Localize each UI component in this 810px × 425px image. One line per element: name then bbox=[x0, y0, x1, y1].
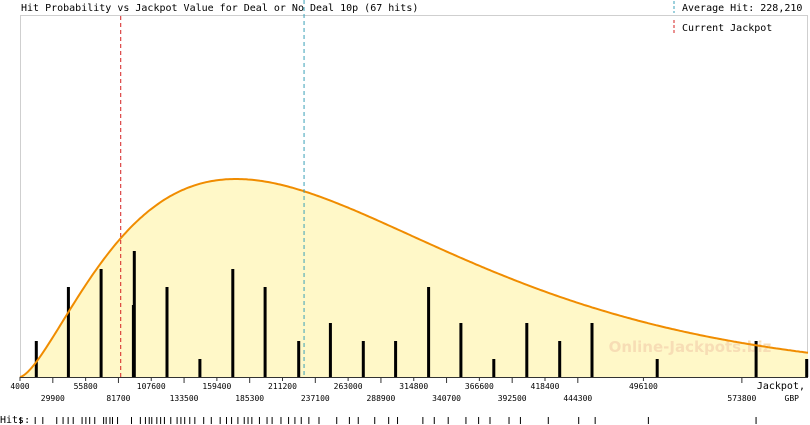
hits-rug bbox=[20, 417, 757, 424]
x-tick-label-upper-2: 107600 bbox=[137, 382, 166, 391]
x-tick-label-lower-4: 237100 bbox=[301, 394, 330, 403]
hit-bar-4 bbox=[132, 251, 136, 377]
hits-label: Hits: bbox=[0, 415, 30, 425]
hit-bar-21 bbox=[805, 359, 809, 377]
hit-bar-10 bbox=[328, 323, 332, 377]
hit-bar-18 bbox=[590, 323, 594, 377]
hit-bar-15 bbox=[492, 359, 496, 377]
watermark: Online-Jackpots.biz bbox=[609, 338, 772, 356]
hit-bar-6 bbox=[198, 359, 202, 377]
x-tick-label-lower-7: 392500 bbox=[498, 394, 527, 403]
x-tick-label-lower-0: 29900 bbox=[41, 394, 65, 403]
x-tick-label-lower-5: 288900 bbox=[366, 394, 395, 403]
hit-bar-13 bbox=[427, 287, 431, 377]
hit-bar-20 bbox=[754, 341, 758, 377]
x-tick-label-lower-1: 81700 bbox=[106, 394, 130, 403]
hit-bar-11 bbox=[361, 341, 365, 377]
chart-title: Hit Probability vs Jackpot Value for Dea… bbox=[21, 3, 418, 14]
legend-current-label: Current Jackpot bbox=[682, 23, 772, 34]
x-tick-label-upper-1: 55800 bbox=[74, 382, 98, 391]
x-tick-label-upper-5: 263000 bbox=[334, 382, 363, 391]
x-tick-label-lower-3: 185300 bbox=[235, 394, 264, 403]
x-ticks: 4000 55800 107600 159400 211200 263000 314800 3… bbox=[10, 377, 756, 403]
probability-curve-fill bbox=[20, 179, 808, 377]
hit-bar-12 bbox=[394, 341, 398, 377]
hit-bar-8 bbox=[263, 287, 267, 377]
hit-bar-2 bbox=[99, 269, 103, 377]
hit-bar-19 bbox=[655, 359, 659, 377]
x-tick-label-lower-6: 340700 bbox=[432, 394, 461, 403]
x-tick-label-upper-4: 211200 bbox=[268, 382, 297, 391]
x-tick-label-upper-3: 159400 bbox=[202, 382, 231, 391]
hit-bar-17 bbox=[558, 341, 562, 377]
hit-bar-7 bbox=[231, 269, 235, 377]
probability-curve bbox=[19, 178, 809, 378]
hit-bar-5 bbox=[165, 287, 169, 377]
x-axis-unit: GBP bbox=[785, 394, 800, 403]
x-tick-label-upper-9: 496100 bbox=[629, 382, 658, 391]
x-tick-label-lower-8: 444300 bbox=[563, 394, 592, 403]
hit-bars bbox=[34, 251, 809, 377]
x-tick-label-upper-8: 418400 bbox=[531, 382, 560, 391]
hit-bar-0 bbox=[34, 341, 38, 377]
x-tick-label-upper-6: 314800 bbox=[399, 382, 428, 391]
x-tick-label-upper-0: 4000 bbox=[10, 382, 29, 391]
hit-bar-1 bbox=[66, 287, 70, 377]
hit-bar-9 bbox=[297, 341, 301, 377]
legend-average-label: Average Hit: 228,210 bbox=[682, 3, 802, 14]
hit-bar-14 bbox=[459, 323, 463, 377]
x-tick-label-lower-2: 133500 bbox=[170, 394, 199, 403]
x-tick-label-lower-9: 573800 bbox=[727, 394, 756, 403]
hit-bar-16 bbox=[525, 323, 529, 377]
x-axis-label: Jackpot, bbox=[757, 381, 805, 392]
x-tick-label-upper-7: 366600 bbox=[465, 382, 494, 391]
